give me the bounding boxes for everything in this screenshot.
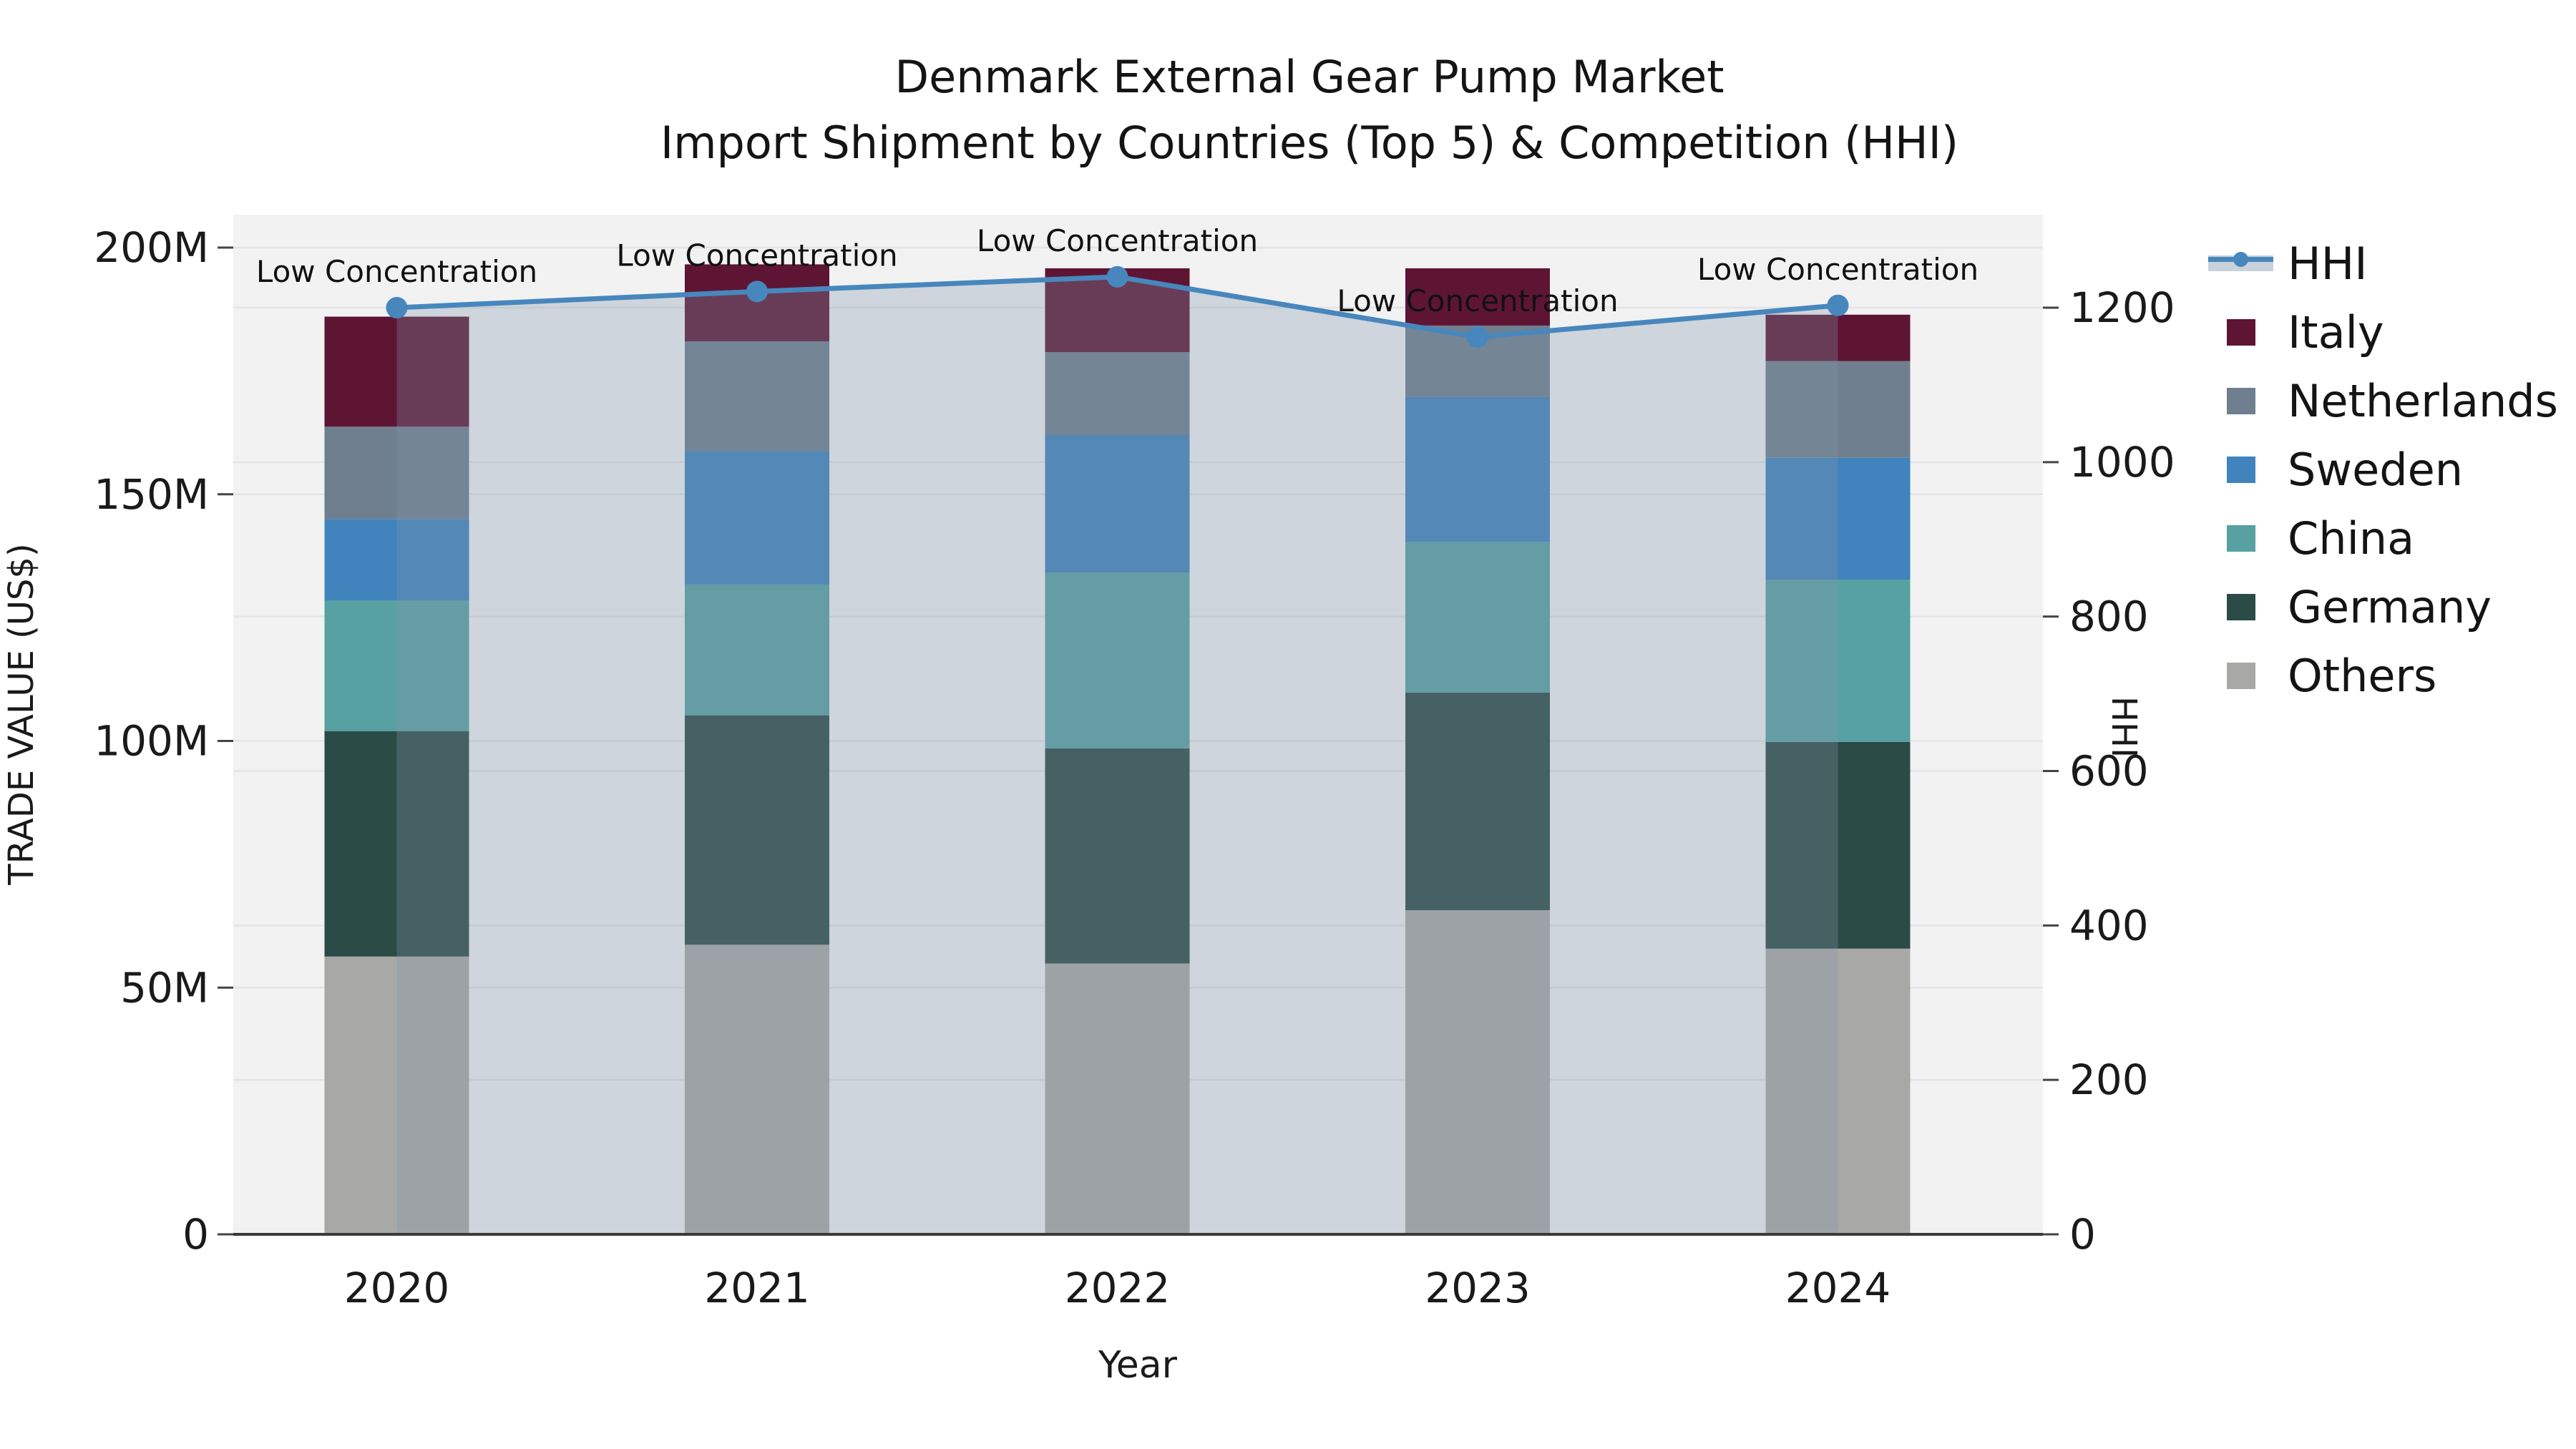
title-line-1: Denmark External Gear Pump Market <box>894 51 1724 103</box>
y-left-tick: 0 <box>182 1210 209 1259</box>
legend-label: Others <box>2288 649 2437 702</box>
y-left-tick: 200M <box>94 223 209 272</box>
bar-segment-china-2020 <box>324 600 469 731</box>
bar-segment-china-2022 <box>1045 572 1190 748</box>
legend-label: HHI <box>2288 237 2368 290</box>
y-right-tick: 1200 <box>2069 283 2175 332</box>
y-right-tick: 200 <box>2069 1055 2149 1104</box>
bar-segment-netherlands-2022 <box>1045 352 1190 436</box>
bar-segment-germany-2024 <box>1765 741 1911 949</box>
bar-segment-italy-2020 <box>324 316 469 427</box>
chart-title: Denmark External Gear Pump Market Import… <box>660 44 1958 176</box>
x-tick-2020: 2020 <box>344 1264 450 1312</box>
bar-segment-italy-2021 <box>685 264 829 342</box>
bar-segment-sweden-2021 <box>685 451 829 585</box>
y-left-tick: 100M <box>94 717 209 766</box>
bar-segment-others-2022 <box>1045 963 1190 1234</box>
legend-item-sweden: Sweden <box>2208 435 2558 504</box>
bar-segment-netherlands-2020 <box>324 426 469 519</box>
title-line-2: Import Shipment by Countries (Top 5) & C… <box>660 117 1959 169</box>
y-right-tick: 1000 <box>2069 438 2175 487</box>
hhi-area <box>396 276 1838 1234</box>
bar-segment-italy-2023 <box>1405 268 1550 326</box>
hhi-marker-2020 <box>386 297 408 318</box>
bar-segment-sweden-2020 <box>324 519 469 600</box>
bar-segment-sweden-2022 <box>1045 435 1190 573</box>
legend-label: China <box>2288 512 2415 565</box>
italy-swatch-icon <box>2227 319 2255 346</box>
bar-segment-others-2020 <box>324 956 469 1234</box>
legend-item-germany: Germany <box>2208 572 2558 641</box>
sweden-swatch-icon <box>2227 457 2255 483</box>
others-swatch-icon <box>2227 663 2255 689</box>
bar-segment-others-2024 <box>1765 948 1911 1234</box>
y-left-tick: 50M <box>120 963 209 1012</box>
y-right-tick: 600 <box>2069 747 2149 796</box>
hhi-marker-2023 <box>1467 326 1488 348</box>
annotation-2021: Low Concentration <box>616 238 897 273</box>
bar-segment-germany-2022 <box>1045 748 1190 964</box>
legend-item-others: Others <box>2208 641 2558 710</box>
netherlands-swatch-icon <box>2227 388 2255 414</box>
legend-item-hhi: HHI <box>2208 229 2558 298</box>
bar-segment-netherlands-2024 <box>1765 361 1911 458</box>
annotation-2020: Low Concentration <box>256 254 537 289</box>
annotation-2023: Low Concentration <box>1337 283 1618 318</box>
hhi-marker-2024 <box>1827 294 1849 316</box>
bar-segment-sweden-2024 <box>1765 457 1911 580</box>
x-axis-title: Year <box>1098 1344 1178 1387</box>
bar-segment-others-2023 <box>1405 909 1550 1234</box>
legend: HHI Italy Netherlands Sweden China Germa… <box>2208 229 2558 710</box>
bar-segment-netherlands-2021 <box>685 341 829 452</box>
hhi-marker-2021 <box>746 280 768 303</box>
legend-item-netherlands: Netherlands <box>2208 366 2558 435</box>
bar-segment-china-2021 <box>685 584 829 716</box>
annotation-2024: Low Concentration <box>1697 252 1979 287</box>
legend-label: Netherlands <box>2288 374 2558 427</box>
legend-label: Italy <box>2288 306 2384 358</box>
y-axis-left-title: TRADE VALUE (US$) <box>1 543 42 885</box>
china-swatch-icon <box>2227 525 2255 552</box>
y-right-tick: 800 <box>2069 592 2149 641</box>
bar-segment-italy-2024 <box>1765 314 1911 361</box>
y-left-tick: 150M <box>94 470 209 519</box>
y-axis-right-title: HHI <box>2104 696 2144 758</box>
legend-label: Sweden <box>2288 443 2464 496</box>
bar-segment-germany-2020 <box>324 731 469 957</box>
y-right-tick: 400 <box>2069 901 2149 950</box>
x-tick-2022: 2022 <box>1065 1264 1171 1312</box>
bar-segment-china-2023 <box>1405 542 1550 693</box>
bar-segment-china-2024 <box>1765 580 1911 742</box>
annotation-2022: Low Concentration <box>977 223 1258 258</box>
x-tick-2024: 2024 <box>1785 1264 1891 1312</box>
bar-segment-germany-2023 <box>1405 692 1550 910</box>
bar-segment-sweden-2023 <box>1405 396 1550 542</box>
hhi-marker-2022 <box>1106 265 1128 288</box>
germany-swatch-icon <box>2227 594 2255 620</box>
y-right-tick: 0 <box>2069 1210 2096 1259</box>
bar-segment-others-2021 <box>685 945 829 1234</box>
x-tick-2021: 2021 <box>704 1264 810 1312</box>
hhi-line-icon <box>2208 249 2288 278</box>
x-tick-2023: 2023 <box>1425 1264 1531 1312</box>
legend-item-china: China <box>2208 504 2558 572</box>
bar-segment-germany-2021 <box>685 715 829 945</box>
legend-label: Germany <box>2288 580 2492 633</box>
legend-item-italy: Italy <box>2208 298 2558 366</box>
